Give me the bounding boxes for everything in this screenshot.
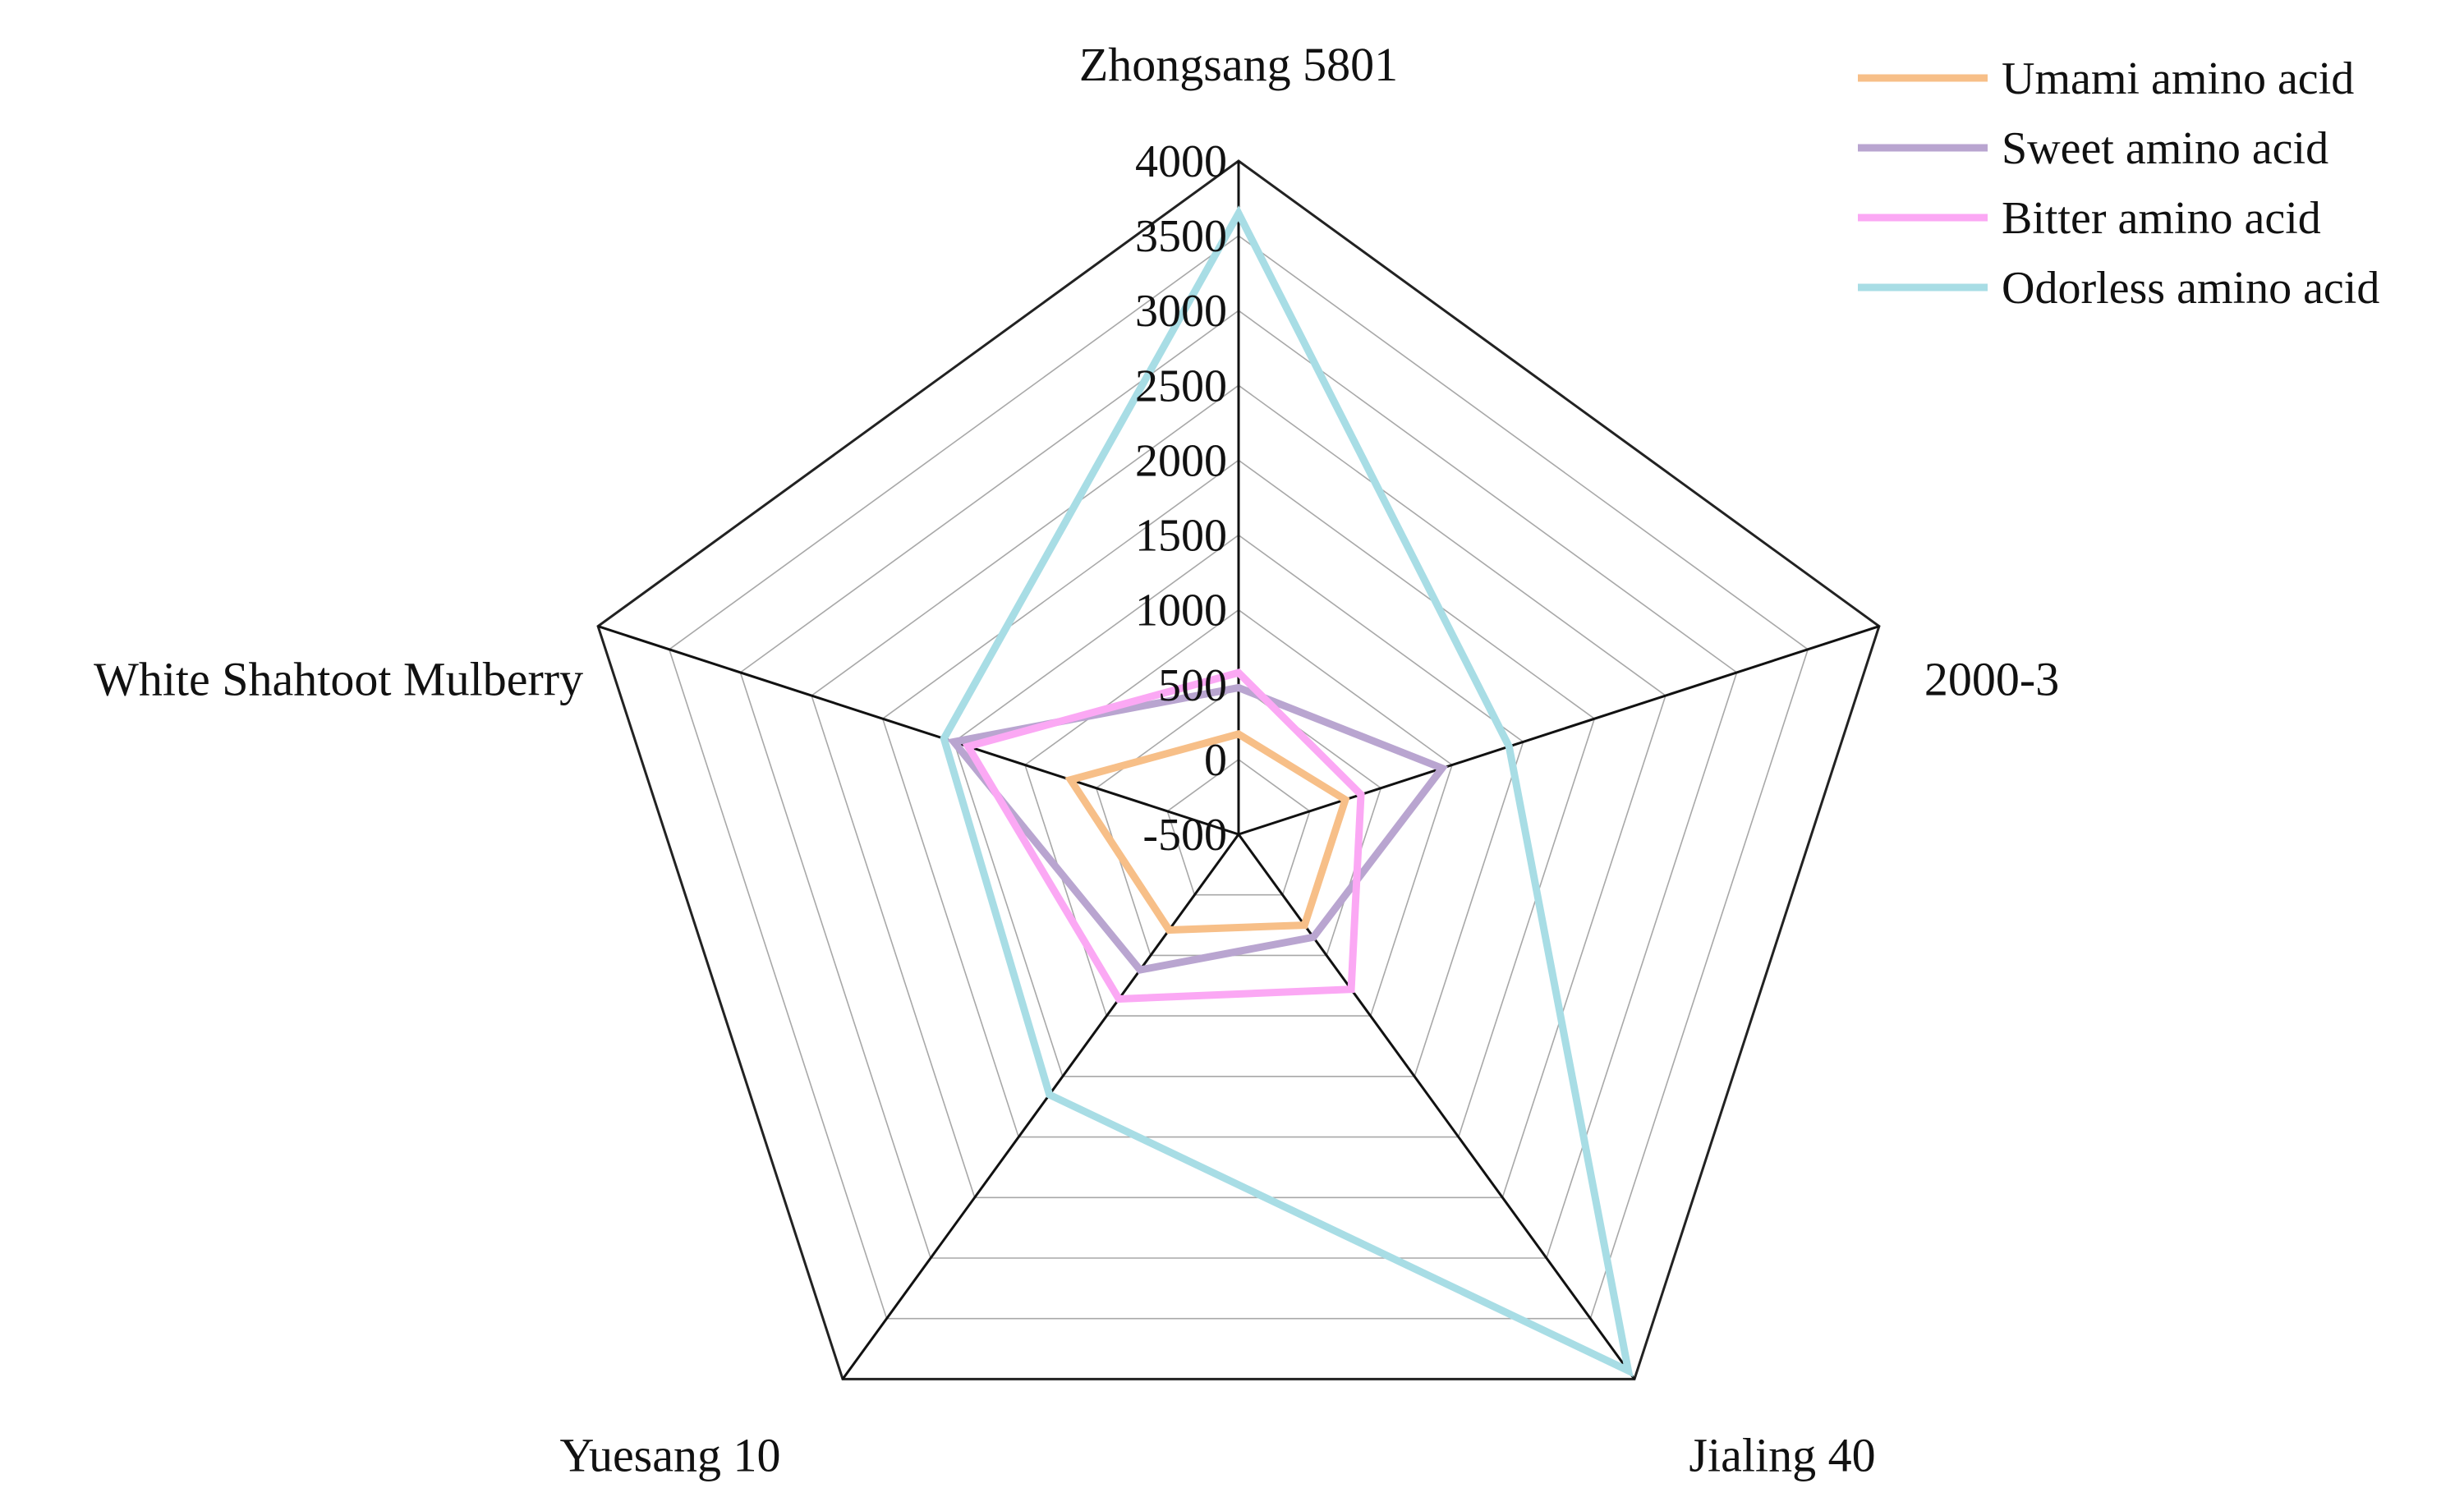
grid-ring xyxy=(739,310,1738,1259)
category-label: White Shahtoot Mulberry xyxy=(94,653,583,706)
series-line xyxy=(940,205,1634,1377)
legend-label: Bitter amino acid xyxy=(2002,193,2321,244)
series-line xyxy=(947,683,1448,975)
tick-label: 0 xyxy=(1204,735,1227,786)
legend-label: Sweet amino acid xyxy=(2002,123,2328,174)
tick-label: 3500 xyxy=(1135,211,1227,262)
tick-label: 3000 xyxy=(1135,286,1227,337)
grid-ring xyxy=(1024,609,1453,1017)
series-line xyxy=(1064,730,1350,935)
tick-label: 4000 xyxy=(1135,136,1227,187)
category-label: Jialing 40 xyxy=(1689,1428,1875,1481)
category-label: 2000-3 xyxy=(1924,653,2059,706)
grid-ring xyxy=(811,384,1666,1199)
grid-ring xyxy=(668,235,1809,1320)
tick-label: -500 xyxy=(1142,810,1227,861)
category-label: Yuesang 10 xyxy=(559,1428,780,1481)
category-label: Zhongsang 5801 xyxy=(1079,38,1398,91)
radial-tick-labels: -500 0 500 1000 1500 2000 2500 3000 3500 4000 xyxy=(1135,136,1227,861)
grid-ring xyxy=(1166,758,1311,896)
grid-ring xyxy=(953,534,1524,1077)
grid-ring xyxy=(881,459,1596,1138)
grid-outer-ring xyxy=(596,159,1881,1380)
legend: Umami amino acid Sweet amino acid Bitter a… xyxy=(1858,53,2379,314)
spoke-axis xyxy=(1238,625,1880,836)
tick-label: 2000 xyxy=(1135,435,1227,486)
radar-spokes xyxy=(597,161,1880,1380)
radar-grid xyxy=(596,159,1881,1380)
series-lines xyxy=(940,205,1634,1377)
legend-label: Umami amino acid xyxy=(2002,53,2354,104)
grid-ring xyxy=(1095,683,1382,957)
legend-label: Odorless amino acid xyxy=(2002,263,2379,314)
tick-label: 500 xyxy=(1158,660,1227,711)
series-line xyxy=(962,668,1365,1004)
spoke-axis xyxy=(841,834,1240,1380)
tick-label: 1500 xyxy=(1135,511,1227,562)
spoke-axis xyxy=(597,625,1239,836)
tick-label: 2500 xyxy=(1135,361,1227,411)
category-labels: Zhongsang 5801 2000-3 Jialing 40 Yuesang 10… xyxy=(94,38,2059,1481)
tick-label: 1000 xyxy=(1135,586,1227,636)
